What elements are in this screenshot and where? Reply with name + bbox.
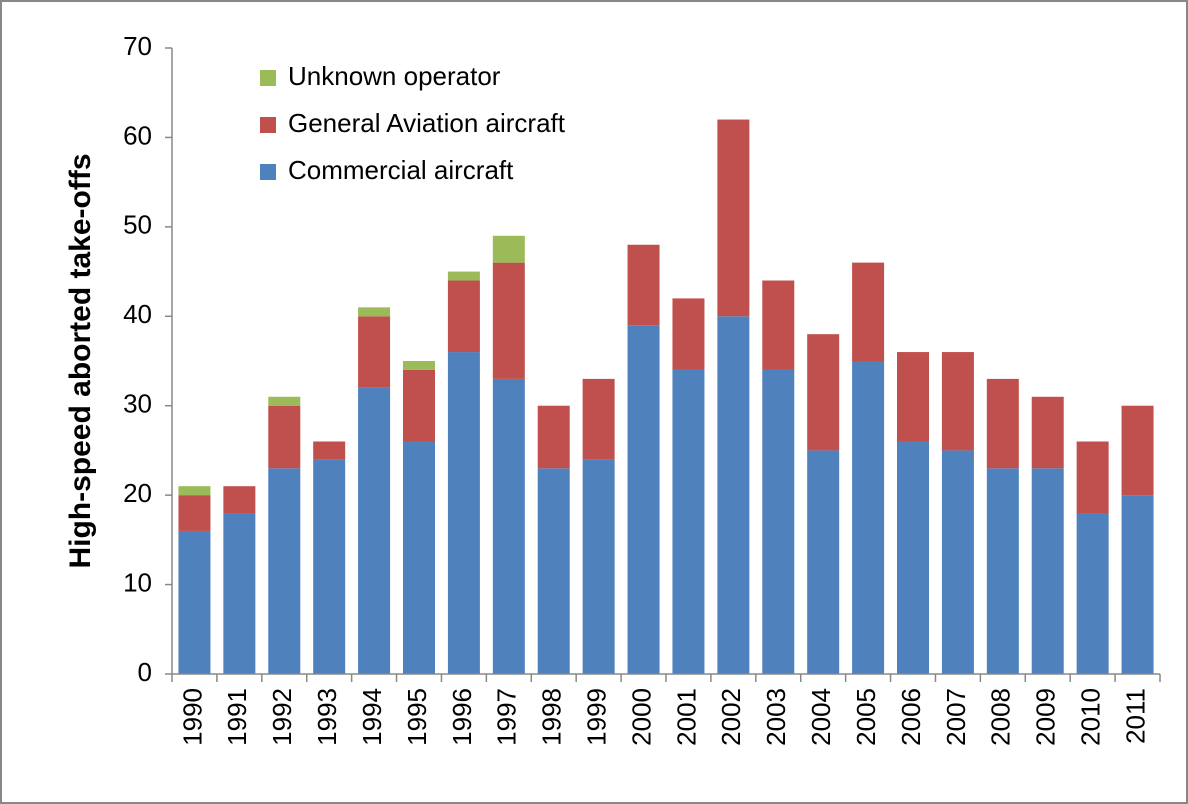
x-tick-label: 1998 bbox=[537, 688, 567, 746]
bar-segment bbox=[1031, 396, 1064, 469]
x-tick-label: 1993 bbox=[312, 688, 342, 746]
x-tick-label: 1995 bbox=[402, 688, 432, 746]
bar-segment bbox=[313, 459, 346, 674]
bar-segment bbox=[897, 352, 929, 442]
bar-segment bbox=[537, 468, 570, 674]
bar-segment bbox=[627, 325, 660, 674]
bar-segment bbox=[403, 369, 435, 442]
x-tick-label: 2011 bbox=[1120, 688, 1150, 744]
x-tick-label: 1999 bbox=[582, 688, 612, 746]
bar-segment bbox=[403, 441, 435, 674]
x-tick-label: 1997 bbox=[492, 688, 522, 746]
x-tick-label: 1990 bbox=[177, 688, 207, 746]
bar-segment bbox=[852, 262, 885, 361]
bar-segment bbox=[358, 387, 391, 674]
y-tick-label: 10 bbox=[123, 567, 152, 597]
y-tick-label: 70 bbox=[123, 31, 152, 61]
bar-segment bbox=[897, 441, 929, 674]
bar-segment bbox=[268, 405, 301, 469]
bar-segment bbox=[986, 468, 1019, 674]
bar-segment bbox=[447, 352, 480, 674]
x-tick-label: 2009 bbox=[1031, 688, 1061, 746]
bar-segment bbox=[807, 334, 840, 451]
bar-segment bbox=[672, 298, 705, 370]
x-tick-label: 2008 bbox=[986, 688, 1016, 746]
x-tick-label: 1996 bbox=[447, 688, 477, 746]
bar-segment bbox=[178, 486, 211, 496]
y-tick-label: 0 bbox=[138, 657, 152, 687]
bar-segment bbox=[358, 316, 391, 388]
x-tick-label: 2001 bbox=[671, 688, 701, 746]
bar-segment bbox=[403, 361, 435, 370]
bar-segment bbox=[492, 235, 525, 263]
bar-segment bbox=[672, 369, 705, 674]
y-tick-label: 30 bbox=[123, 389, 152, 419]
x-tick-label: 1991 bbox=[222, 688, 252, 746]
bar-segment bbox=[762, 369, 795, 674]
bar-segment bbox=[1031, 468, 1064, 674]
bar-segment bbox=[223, 513, 256, 674]
y-tick-label: 40 bbox=[123, 299, 152, 329]
bar-segment bbox=[852, 361, 885, 674]
bar-segment bbox=[807, 450, 840, 674]
x-tick-label: 2005 bbox=[851, 688, 881, 746]
bar-segment bbox=[268, 468, 301, 674]
y-tick-label: 50 bbox=[123, 210, 152, 240]
bar-segment bbox=[268, 396, 301, 406]
y-axis-title: High-speed aborted take-offs bbox=[64, 153, 97, 568]
x-tick-label: 2000 bbox=[626, 688, 656, 746]
bar-segment bbox=[582, 459, 615, 674]
bar-segment bbox=[941, 450, 974, 674]
bar-segment bbox=[1121, 405, 1154, 496]
bar-segment bbox=[627, 244, 660, 326]
x-tick-label: 2002 bbox=[716, 688, 746, 746]
bar-segment bbox=[582, 378, 615, 460]
bar-segment bbox=[223, 486, 256, 514]
legend-swatch bbox=[260, 164, 276, 180]
y-tick-label: 60 bbox=[123, 120, 152, 150]
x-tick-label: 1992 bbox=[267, 688, 297, 746]
x-tick-label: 2006 bbox=[896, 688, 926, 746]
bar-segment bbox=[1076, 513, 1109, 674]
bar-segment bbox=[492, 378, 525, 674]
bar-segment bbox=[358, 307, 391, 317]
x-tick-label: 2007 bbox=[941, 688, 971, 746]
bar-segment bbox=[717, 119, 750, 317]
bar-segment bbox=[447, 280, 480, 353]
x-tick-label: 2003 bbox=[761, 688, 791, 746]
legend-swatch bbox=[260, 117, 276, 133]
y-tick-label: 20 bbox=[123, 478, 152, 508]
bar-segment bbox=[447, 271, 480, 281]
x-tick-label: 2010 bbox=[1076, 688, 1106, 746]
legend-label: General Aviation aircraft bbox=[288, 108, 566, 138]
bar-segment bbox=[492, 262, 525, 379]
bar-segment bbox=[986, 378, 1019, 469]
legend-label: Unknown operator bbox=[288, 61, 501, 91]
bar-segment bbox=[178, 530, 211, 674]
x-tick-label: 2004 bbox=[806, 688, 836, 746]
bar-segment bbox=[178, 495, 211, 531]
bar-segment bbox=[1121, 495, 1154, 674]
legend-swatch bbox=[260, 70, 276, 86]
bar-segment bbox=[537, 405, 570, 469]
bar-segment bbox=[1076, 441, 1109, 514]
bar-segment bbox=[762, 280, 795, 370]
bar-segment bbox=[941, 352, 974, 451]
bar-segment bbox=[313, 441, 346, 460]
bar-segment bbox=[717, 316, 750, 674]
x-tick-label: 1994 bbox=[357, 688, 387, 746]
legend-label: Commercial aircraft bbox=[288, 155, 514, 185]
